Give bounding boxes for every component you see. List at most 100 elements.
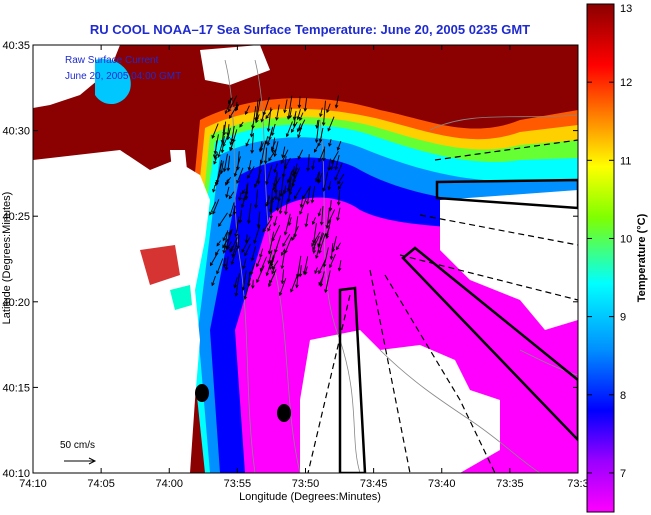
current-vector-head xyxy=(209,211,213,216)
current-vector-head xyxy=(251,125,255,130)
colorbar-tick-label: 11 xyxy=(620,155,631,167)
current-vector-head xyxy=(253,240,257,244)
current-vector-head xyxy=(298,273,303,278)
current-vector xyxy=(318,208,322,216)
current-vector-head xyxy=(236,245,240,250)
current-vector-head xyxy=(270,149,275,154)
current-vector-head xyxy=(219,170,224,175)
current-vector-head xyxy=(244,111,249,116)
current-vector-head xyxy=(213,160,217,165)
current-vector-head xyxy=(260,118,264,123)
current-vector-head xyxy=(251,285,255,289)
current-vector xyxy=(255,100,259,121)
current-vector xyxy=(241,236,251,253)
current-vector-head xyxy=(284,165,288,170)
current-vector-head xyxy=(305,201,310,205)
current-vector xyxy=(236,167,244,184)
current-vector xyxy=(331,150,339,164)
x-tick-label: 73:35 xyxy=(496,478,524,490)
current-vector xyxy=(285,199,288,215)
current-vector xyxy=(267,224,272,232)
colorbar-tick-label: 10 xyxy=(620,233,632,245)
current-vector-head xyxy=(311,166,315,171)
current-vector xyxy=(270,196,274,219)
current-vector-head xyxy=(327,127,331,132)
current-vector xyxy=(226,241,232,250)
current-vector-head xyxy=(265,272,270,277)
current-vector-head xyxy=(244,196,249,201)
current-vector xyxy=(290,273,299,292)
current-vector xyxy=(274,141,279,157)
x-tick-label: 73:45 xyxy=(360,478,388,490)
current-vector xyxy=(248,203,252,224)
current-vector-head xyxy=(284,249,288,254)
current-vector xyxy=(318,148,325,162)
current-vector-head xyxy=(303,271,308,276)
colorbar-label: Temperature (°C) xyxy=(636,213,648,302)
current-vector xyxy=(263,96,270,115)
current-vector-head xyxy=(286,198,291,203)
current-vector xyxy=(225,228,233,249)
current-vector-head xyxy=(299,210,303,215)
current-vector-head xyxy=(271,270,275,275)
current-vector-head xyxy=(311,242,315,247)
current-vector xyxy=(273,176,277,186)
current-vector xyxy=(319,107,323,117)
x-axis-ticks: 74:10 74:05 74:00 73:55 73:50 73:45 73:40 73:35… xyxy=(19,45,589,490)
cloud-patch-north xyxy=(200,45,270,85)
y-axis-label: Latitude (Degrees:Minutes) xyxy=(1,192,13,325)
current-vector-head xyxy=(299,117,303,121)
current-vector-head xyxy=(275,207,280,212)
current-vector-head xyxy=(311,221,316,225)
current-vector xyxy=(239,121,244,128)
current-vector xyxy=(270,246,278,267)
current-vector xyxy=(212,199,220,214)
current-vector xyxy=(232,129,238,143)
current-vector xyxy=(286,121,293,137)
current-vector xyxy=(316,120,319,128)
current-vector-head xyxy=(255,117,259,121)
current-vector xyxy=(231,125,235,142)
current-vector-head xyxy=(244,191,249,196)
current-vector xyxy=(231,248,238,265)
x-tick-label: 74:05 xyxy=(87,478,115,490)
current-vector xyxy=(337,173,345,185)
current-vector-head xyxy=(268,157,272,162)
current-vector-head xyxy=(297,155,301,160)
current-vector-head xyxy=(238,219,243,224)
current-vector xyxy=(222,132,230,147)
current-vector-head xyxy=(313,148,318,153)
current-vector-head xyxy=(262,111,267,116)
current-vector xyxy=(211,275,216,286)
current-vector-head xyxy=(318,281,322,286)
current-vector xyxy=(226,176,232,184)
current-vector-head xyxy=(212,210,216,215)
current-vector xyxy=(245,234,248,243)
current-vector-head xyxy=(286,179,291,184)
annotation-line-2: June 20, 2005 04:00 GMT xyxy=(65,71,181,82)
current-vector xyxy=(218,212,228,227)
current-vector-head xyxy=(286,188,291,193)
current-vector-head xyxy=(254,204,258,209)
current-vector xyxy=(328,180,332,190)
current-vector xyxy=(317,233,324,247)
current-vector-head xyxy=(209,262,214,267)
current-vector xyxy=(262,218,272,232)
scale-bar-label: 50 cm/s xyxy=(60,440,95,451)
current-vector xyxy=(327,116,335,131)
current-vector-head xyxy=(302,195,306,200)
current-vector xyxy=(278,190,281,202)
current-vector-head xyxy=(245,142,249,147)
current-vector xyxy=(225,256,229,271)
cloud-patch-south xyxy=(300,330,500,473)
mooring-dot-west xyxy=(195,384,209,402)
current-vector-head xyxy=(273,222,277,227)
current-vector-head xyxy=(331,248,336,253)
current-vector-head xyxy=(225,194,229,199)
current-vector-head xyxy=(234,107,239,112)
current-vector-head xyxy=(336,201,341,206)
current-vector xyxy=(283,185,287,194)
current-vector-head xyxy=(279,193,284,198)
transect-lines xyxy=(307,139,578,473)
current-vector xyxy=(235,273,240,296)
